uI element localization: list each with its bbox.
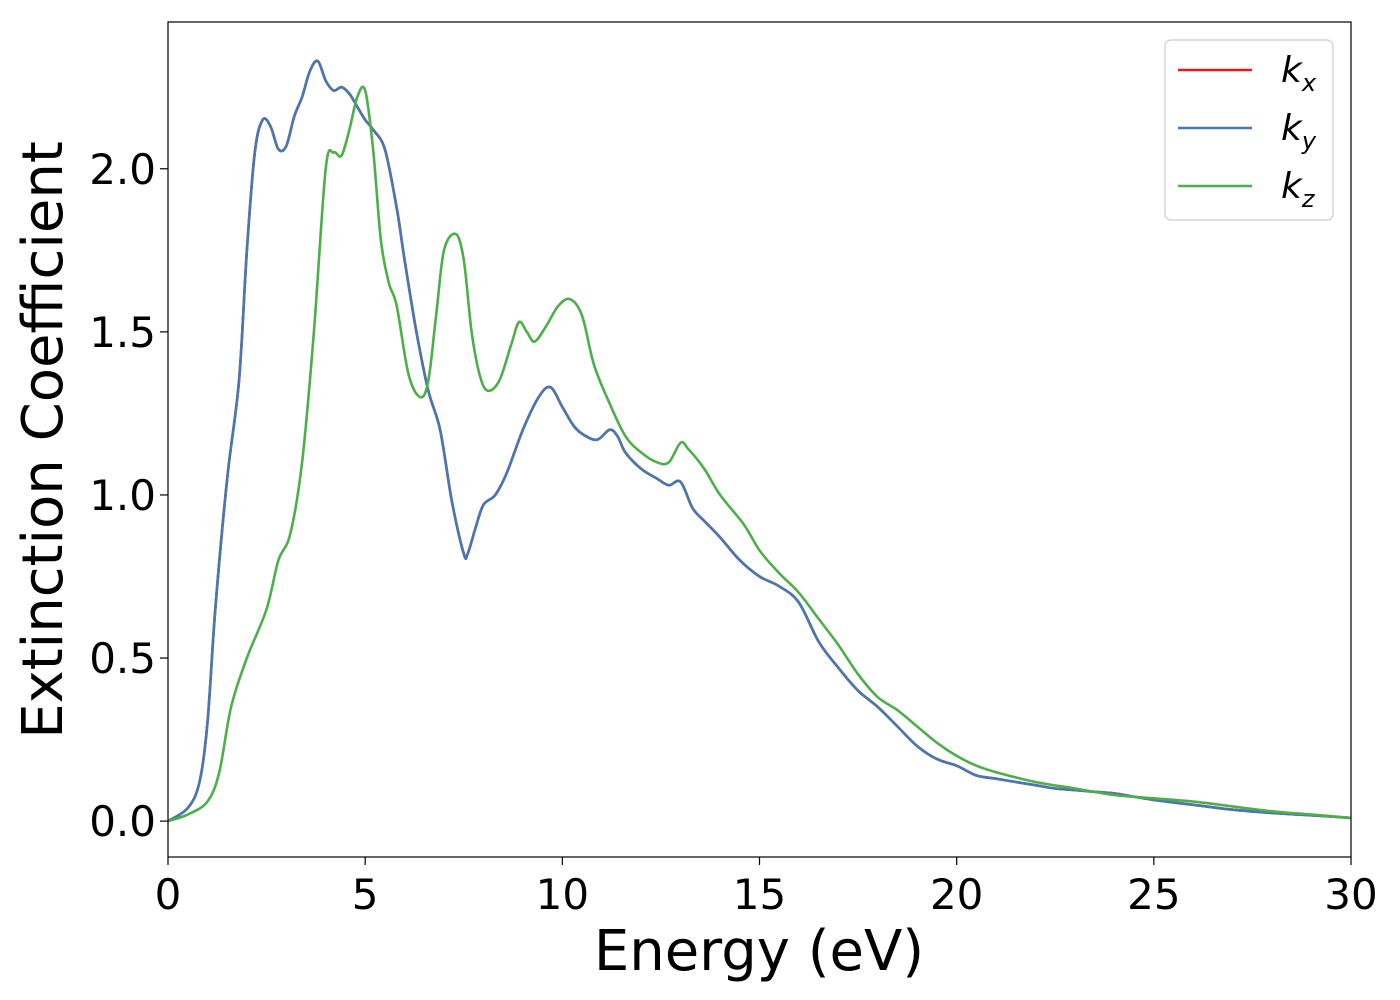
x-tick-label: 10 (536, 870, 589, 919)
y-tick-label: 0.0 (89, 797, 156, 846)
series-line-kz (168, 85, 1351, 823)
y-axis-ticks: 0.0 0.5 1.0 1.5 2.0 (89, 145, 168, 846)
legend-box (1164, 39, 1334, 221)
x-axis-ticks: 0 5 10 15 20 25 30 (155, 857, 1378, 919)
x-tick-label: 25 (1127, 870, 1180, 919)
x-tick-label: 20 (930, 870, 983, 919)
y-tick-label: 2.0 (89, 145, 156, 194)
x-tick-label: 15 (733, 870, 786, 919)
y-tick-label: 0.5 (89, 634, 156, 683)
y-tick-label: 1.0 (89, 471, 156, 520)
y-axis-title: Extinction Coefficient (11, 141, 76, 739)
x-tick-label: 30 (1324, 870, 1377, 919)
y-tick-label: 1.5 (89, 308, 156, 357)
series-line-ky (168, 59, 1351, 823)
series-layer (168, 59, 1351, 823)
x-tick-label: 0 (155, 870, 182, 919)
x-axis-title: Energy (eV) (594, 919, 924, 984)
plot-area (168, 22, 1351, 857)
x-tick-label: 5 (352, 870, 379, 919)
